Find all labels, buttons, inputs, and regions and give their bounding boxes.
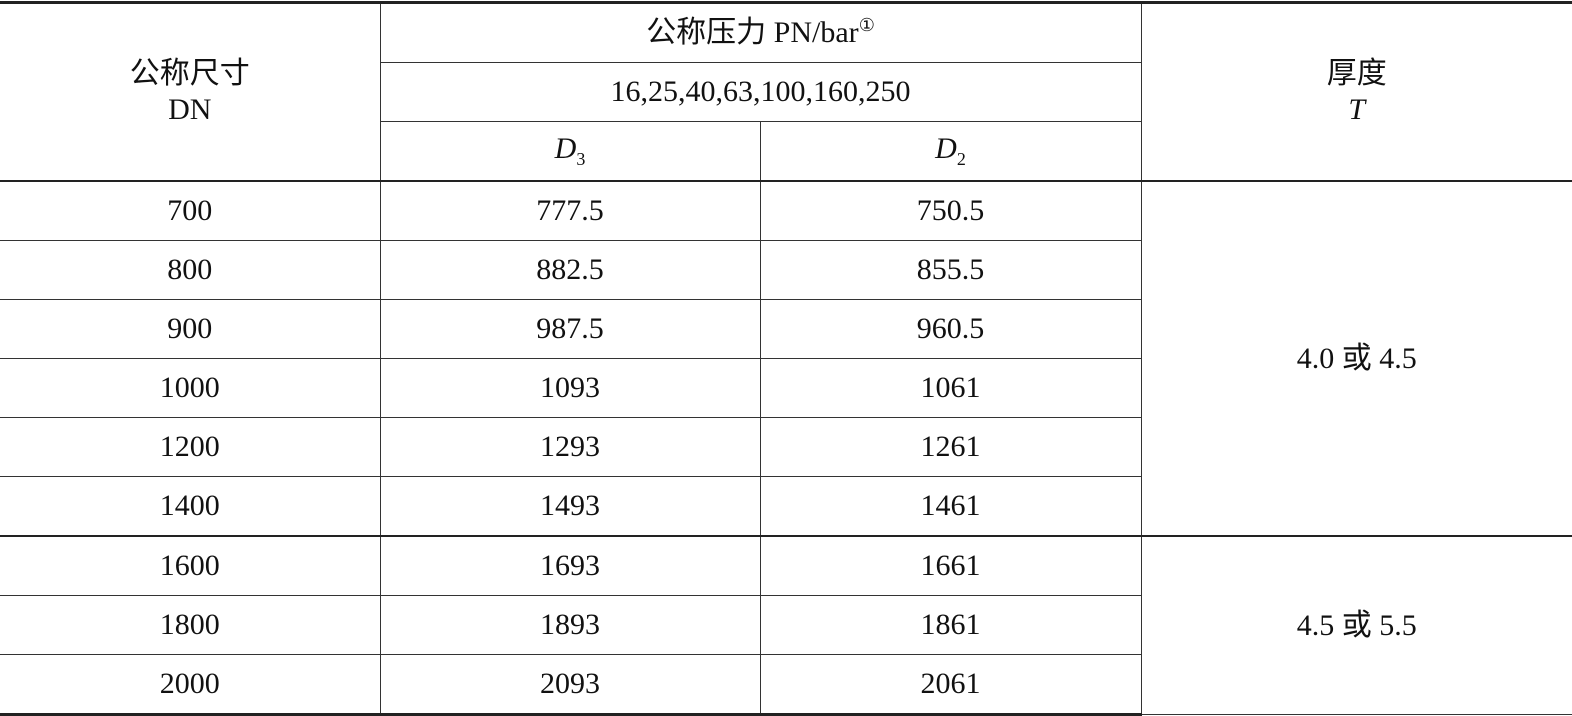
table-body: 700 777.5 750.5 4.0 或 4.5 800 882.5 855.5 900 98… xyxy=(0,180,1572,716)
table-cell: 1493 xyxy=(379,476,761,537)
table-cell: 882.5 xyxy=(379,240,761,300)
table-cell: 1893 xyxy=(379,595,761,655)
thickness-cell: 4.0 或 4.5 xyxy=(1140,180,1572,537)
header-text: 公称尺寸 xyxy=(129,57,250,90)
table-cell: 700 xyxy=(0,180,381,241)
header-row: 公称尺寸 DN 公称压力 PN/bar① 厚度 T xyxy=(0,1,1572,182)
header-text: 厚度 xyxy=(1326,57,1387,90)
footnote-mark: ① xyxy=(858,15,875,35)
table-row: 700 777.5 750.5 4.0 或 4.5 xyxy=(0,180,1572,537)
table-cell: 1261 xyxy=(759,417,1142,477)
header-symbol: T xyxy=(1348,93,1366,126)
table-cell: 2093 xyxy=(379,654,761,716)
table-row: 1400 1493 1461 xyxy=(0,476,1572,537)
table-row: 1200 1293 1261 xyxy=(0,417,1572,477)
header-subscript: 3 xyxy=(576,149,586,170)
header-row: 16,25,40,63,100,160,250 xyxy=(0,62,1572,122)
table-cell: 777.5 xyxy=(379,180,761,241)
thickness-header: 厚度 T xyxy=(1140,1,1572,182)
table-cell: 800 xyxy=(0,240,381,300)
table-cell: 1861 xyxy=(759,595,1142,655)
header-symbol: D xyxy=(554,132,577,166)
table-row: 800 882.5 855.5 xyxy=(0,240,1572,300)
table-cell: 750.5 xyxy=(759,180,1142,241)
pressure-header: 公称压力 PN/bar① xyxy=(379,1,1142,63)
table-cell: 1661 xyxy=(759,535,1142,596)
column-header: D3 xyxy=(380,121,761,182)
header-text: 公称压力 PN/bar xyxy=(646,16,859,49)
table-cell: 1800 xyxy=(0,595,381,655)
table-cell: 1200 xyxy=(0,417,381,477)
header-row: D3 D2 xyxy=(0,121,1572,182)
table-cell: 1400 xyxy=(0,476,381,537)
thickness-cell: 4.5 或 5.5 xyxy=(1140,535,1572,715)
table-row: 1800 1893 1861 xyxy=(0,595,1572,655)
table-cell: 1600 xyxy=(0,535,381,596)
table-cell: 960.5 xyxy=(759,299,1142,359)
table-cell: 1000 xyxy=(0,358,381,418)
column-header: D2 xyxy=(759,121,1142,182)
table-cell: 1293 xyxy=(379,417,761,477)
header-subscript: 2 xyxy=(956,149,966,170)
header-symbol: DN xyxy=(168,93,212,126)
table-cell: 900 xyxy=(0,299,381,359)
table-cell: 987.5 xyxy=(379,299,761,359)
pressure-values: 16,25,40,63,100,160,250 xyxy=(380,62,1142,122)
table-cell: 1693 xyxy=(379,535,761,596)
table-row: 1600 1693 1661 4.5 或 5.5 xyxy=(0,535,1572,715)
table-row: 1000 1093 1061 xyxy=(0,358,1572,418)
size-header: 公称尺寸 DN xyxy=(0,1,381,182)
table-cell: 2061 xyxy=(759,654,1142,716)
table-cell: 855.5 xyxy=(759,240,1142,300)
table-cell: 2000 xyxy=(0,654,381,716)
table-cell: 1061 xyxy=(759,358,1142,418)
header-symbol: D xyxy=(935,132,957,166)
table-header: 公称尺寸 DN 公称压力 PN/bar① 厚度 T 16,25,40,63,10… xyxy=(0,1,1572,182)
table-cell: 1093 xyxy=(379,358,761,418)
table-cell: 1461 xyxy=(759,476,1142,537)
